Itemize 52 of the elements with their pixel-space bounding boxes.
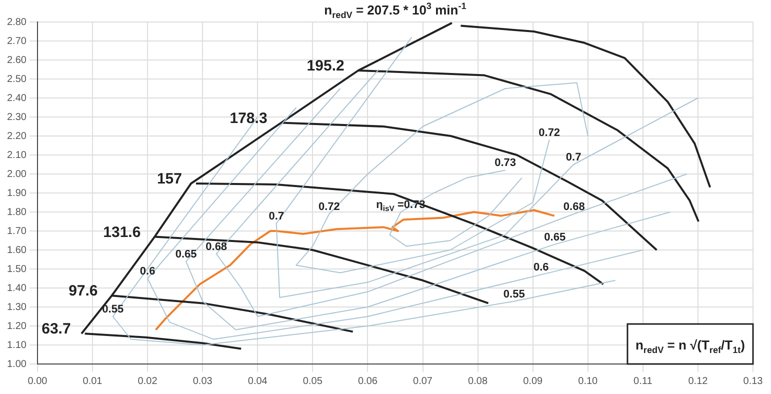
x-tick-label: 0.02 (138, 376, 158, 387)
annotation: 0.72 (318, 200, 340, 213)
y-tick-label: 1.50 (6, 264, 27, 275)
y-tick-label: 1.60 (6, 244, 27, 256)
y-tick-label: 1.30 (6, 302, 27, 313)
y-tick-label: 1.70 (6, 226, 27, 237)
annotation: 0.7 (566, 152, 582, 164)
x-tick-label: 0.00 (28, 376, 48, 387)
x-tick-label: 0.11 (634, 376, 653, 387)
series-label: 97.6 (68, 282, 98, 300)
x-tick-label: 0.12 (688, 376, 708, 387)
x-tick-label: 0.10 (578, 376, 598, 387)
series-label: 131.6 (103, 224, 141, 241)
x-tick-label: 0.07 (413, 376, 433, 387)
y-tick-label: 2.30 (6, 112, 27, 123)
x-tick-label: 0.01 (82, 376, 103, 387)
x-tick-label: 0.05 (302, 376, 323, 387)
annotation: 0.72 (538, 126, 560, 139)
annotation: 0.65 (544, 231, 566, 244)
y-tick-label: 1.20 (6, 320, 27, 332)
y-tick-label: 2.00 (6, 168, 27, 180)
series-label: 157 (156, 170, 182, 188)
x-tick-label: 0.13 (743, 376, 764, 387)
y-tick-label: 2.50 (6, 74, 27, 85)
x-tick-label: 0.04 (248, 376, 268, 387)
series-label: 178.3 (230, 110, 268, 127)
y-tick-label: 1.10 (6, 340, 27, 351)
x-tick-label: 0.03 (192, 376, 213, 387)
annotation: 0.65 (175, 248, 197, 260)
y-tick-label: 1.40 (6, 282, 27, 294)
x-tick-label: 0.08 (468, 376, 488, 387)
annotation: 0.6 (140, 266, 156, 278)
x-tick-label: 0.09 (523, 376, 543, 387)
y-tick-label: 1.80 (6, 206, 27, 218)
y-tick-label: 2.70 (6, 36, 27, 47)
y-tick-label: 1.90 (6, 188, 27, 199)
annotation: 0.68 (206, 240, 228, 253)
annotation: 0.6 (533, 262, 549, 274)
annotation: 0.68 (563, 200, 585, 213)
series-label: 195.2 (306, 58, 344, 75)
y-tick-label: 1.00 (6, 358, 27, 370)
annotation: 0.55 (503, 288, 525, 300)
x-tick-label: 0.06 (358, 376, 378, 387)
series-label: 63.7 (42, 320, 71, 338)
annotation: 0.55 (102, 304, 124, 316)
y-tick-label: 2.60 (6, 54, 27, 66)
annotation: 0.7 (268, 210, 284, 222)
y-tick-label: 2.20 (6, 130, 27, 142)
y-tick-label: 2.40 (6, 92, 27, 104)
annotation: 0.73 (494, 157, 516, 170)
y-tick-label: 2.80 (6, 16, 27, 28)
y-tick-label: 2.10 (6, 150, 27, 161)
